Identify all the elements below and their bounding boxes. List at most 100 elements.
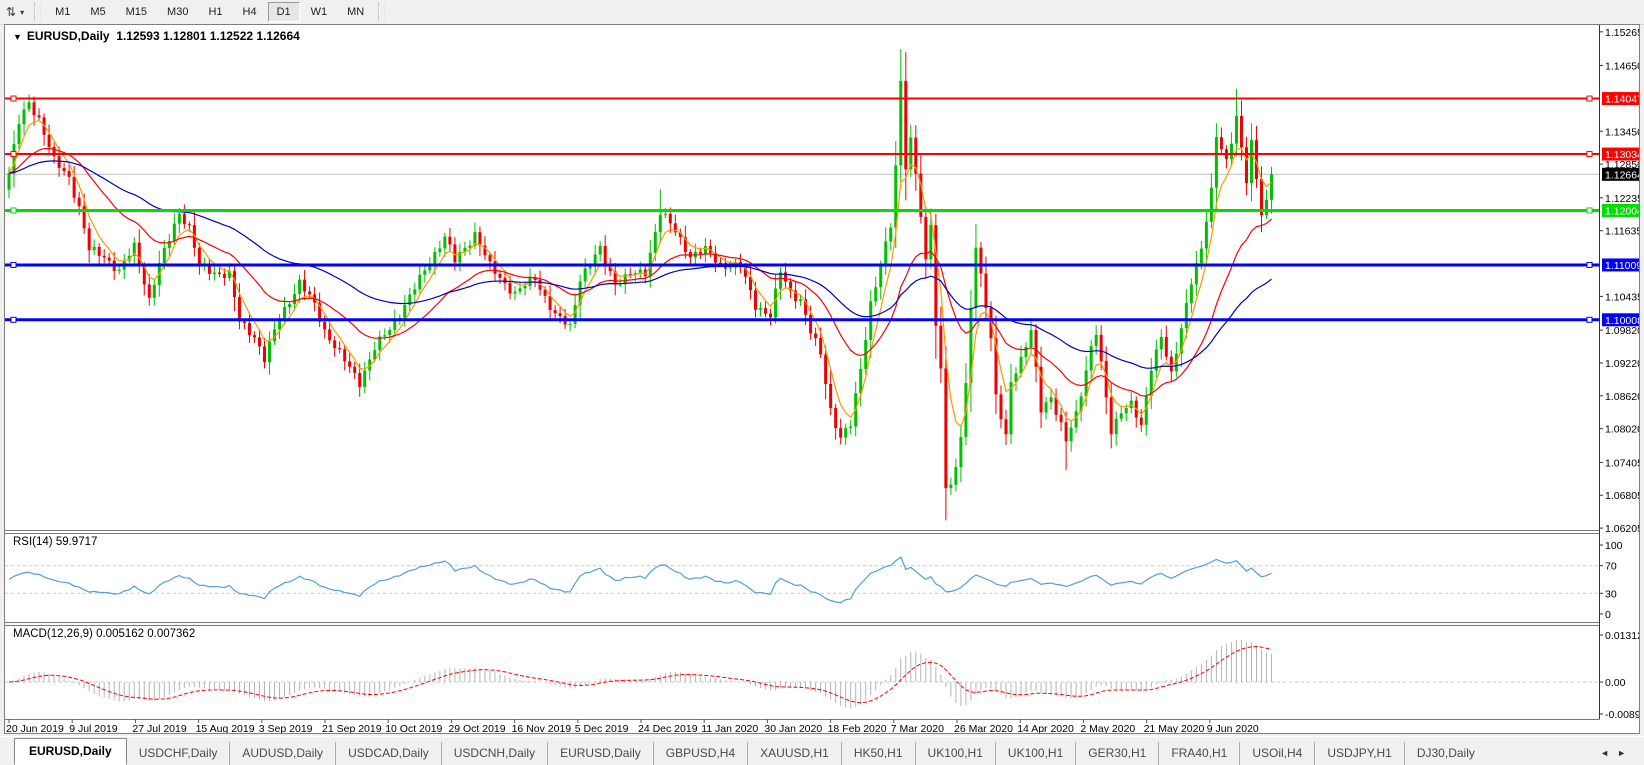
tab-scroll-right-icon[interactable]: ► [1617, 748, 1634, 758]
rsi-axis-tick: 30 [1605, 588, 1617, 600]
price-tag-1.13034 [1602, 147, 1639, 161]
line-handle [10, 316, 17, 323]
macd-signal-line [8, 645, 1272, 704]
symbol-tab[interactable]: USDJPY,H1 [1314, 742, 1403, 765]
line-handle [1586, 316, 1593, 323]
date-axis-label: 9 Jul 2019 [69, 723, 118, 733]
timeframe-button[interactable]: MN [347, 6, 365, 18]
price-tag-1.11009 [1602, 258, 1639, 272]
tab-scroll-arrows: ◄► [1600, 748, 1634, 758]
date-axis-label: 7 Mar 2020 [891, 723, 944, 733]
candles-layer [7, 49, 1274, 521]
line-handle [10, 151, 17, 158]
timeframe-button[interactable]: M15 [125, 6, 148, 18]
current-price-tag [1602, 167, 1639, 181]
line-handle [10, 95, 17, 102]
date-axis-label: 9 Jun 2020 [1207, 723, 1259, 733]
symbol-tab[interactable]: AUDUSD,Daily [229, 742, 335, 765]
symbol-tab[interactable]: USOil,H4 [1239, 742, 1314, 765]
price-axis-tick: 1.13450 [1605, 126, 1639, 138]
macd-axis-tick: -0.008933 [1605, 709, 1639, 721]
price-axis-tick: 1.14650 [1605, 61, 1639, 73]
price-axis-tick: 1.06805 [1605, 490, 1639, 502]
chart-window: 1.152651.146501.134501.128501.122351.116… [4, 24, 1640, 734]
symbol-tab[interactable]: GER30,H1 [1075, 742, 1158, 765]
date-axis-label: 20 Jun 2019 [6, 723, 64, 733]
symbol-tab-bar: EURUSD,Daily USDCHF,Daily AUDUSD,Daily USDC… [0, 736, 1644, 765]
svg-text:1.12004: 1.12004 [1605, 205, 1639, 217]
ma-mid-line [8, 147, 1272, 397]
date-axis-label: 26 Mar 2020 [954, 723, 1013, 733]
price-axis-tick: 1.07405 [1605, 457, 1639, 469]
price-tag-1.14047 [1602, 92, 1639, 106]
price-axis-tick: 1.09220 [1605, 358, 1639, 370]
line-handle [10, 207, 17, 214]
rsi-axis-tick: 100 [1605, 540, 1623, 552]
date-axis-label: 15 Aug 2019 [196, 723, 255, 733]
chart-canvas[interactable]: 1.152651.146501.134501.128501.122351.116… [5, 25, 1639, 733]
line-handle [1586, 95, 1593, 102]
price-axis-tick: 1.09820 [1605, 325, 1639, 337]
toolbar-separator [378, 3, 386, 21]
date-axis-label: 21 Sep 2019 [322, 723, 382, 733]
macd-axis-tick: 0.013121 [1605, 630, 1639, 642]
price-axis-tick: 1.06205 [1605, 523, 1639, 535]
timeframe-button[interactable]: W1 [310, 6, 328, 18]
price-axis-tick: 1.08020 [1605, 424, 1639, 436]
date-axis-label: 16 Nov 2019 [512, 723, 572, 733]
price-tag-1.12004 [1602, 203, 1639, 217]
date-axis-label: 2 May 2020 [1080, 723, 1135, 733]
symbol-tab[interactable]: UK100,H1 [994, 742, 1075, 765]
symbol-tab[interactable]: UK100,H1 [914, 742, 995, 765]
symbol-tab[interactable]: EURUSD,Daily [14, 738, 127, 765]
symbol-tab[interactable]: GBPUSD,H4 [652, 742, 747, 765]
date-axis-label: 11 Jan 2020 [701, 723, 758, 733]
symbol-tab[interactable]: HK50,H1 [840, 742, 915, 765]
symbol-tab[interactable]: DJ30,Daily [1403, 742, 1487, 765]
timeframe-toolbar: ⇅ ▾ M1 M5 M15 M30 H1 H4 D1 W1 MN [0, 0, 1644, 25]
date-axis-label: 5 Dec 2019 [575, 723, 629, 733]
symbol-tab[interactable]: USDCNH,Daily [440, 742, 547, 765]
date-axis-label: 30 Jan 2020 [764, 723, 822, 733]
ma-fast-line [8, 119, 1272, 428]
price-axis-tick: 1.15265 [1605, 27, 1639, 39]
toolbar-separator [34, 3, 42, 21]
line-handle [1586, 207, 1593, 214]
chevron-down-icon[interactable]: ▾ [20, 7, 25, 17]
svg-text:1.12664: 1.12664 [1605, 169, 1639, 181]
rsi-axis-tick: 70 [1605, 561, 1617, 573]
timeframe-button[interactable]: H1 [208, 6, 223, 18]
date-axis-label: 14 Apr 2020 [1017, 723, 1074, 733]
price-axis-tick: 1.11635 [1605, 226, 1639, 238]
macd-histogram [13, 639, 1273, 709]
svg-text:1.11009: 1.11009 [1605, 260, 1639, 272]
date-axis-label: 29 Oct 2019 [448, 723, 505, 733]
svg-text:1.14047: 1.14047 [1605, 94, 1639, 106]
line-handle [1586, 151, 1593, 158]
date-axis-label: 18 Feb 2020 [828, 723, 887, 733]
ma-slow-line [8, 160, 1272, 369]
timeframe-button[interactable]: M1 [55, 6, 71, 18]
rsi-line [8, 556, 1272, 604]
svg-text:1.10008: 1.10008 [1605, 315, 1639, 327]
date-axis-label: 10 Oct 2019 [385, 723, 442, 733]
symbol-tab[interactable]: EURUSD,Daily [547, 742, 653, 765]
price-tag-1.10008 [1602, 313, 1639, 327]
macd-axis-tick: 0.00 [1605, 677, 1626, 689]
price-axis-tick: 1.12235 [1605, 193, 1639, 205]
rsi-axis-tick: 0 [1605, 609, 1611, 621]
tab-scroll-left-icon[interactable]: ◄ [1600, 748, 1618, 758]
symbol-tab[interactable]: USDCHF,Daily [138, 746, 218, 760]
timeframe-button[interactable]: M30 [167, 6, 189, 18]
timeframe-button[interactable]: H4 [242, 6, 257, 18]
symbol-tab[interactable]: XAUUSD,H1 [747, 742, 841, 765]
price-axis-tick: 1.08620 [1605, 391, 1639, 403]
symbol-tab[interactable]: USDCAD,Daily [335, 742, 441, 765]
date-axis-label: 27 Jul 2019 [132, 723, 186, 733]
chart-mode-icon[interactable]: ⇅ [6, 5, 17, 19]
timeframe-button[interactable]: M5 [90, 6, 106, 18]
date-axis-label: 24 Dec 2019 [638, 723, 698, 733]
date-axis-label: 3 Sep 2019 [259, 723, 313, 733]
timeframe-button[interactable]: D1 [267, 2, 300, 22]
symbol-tab[interactable]: FRA40,H1 [1158, 742, 1239, 765]
